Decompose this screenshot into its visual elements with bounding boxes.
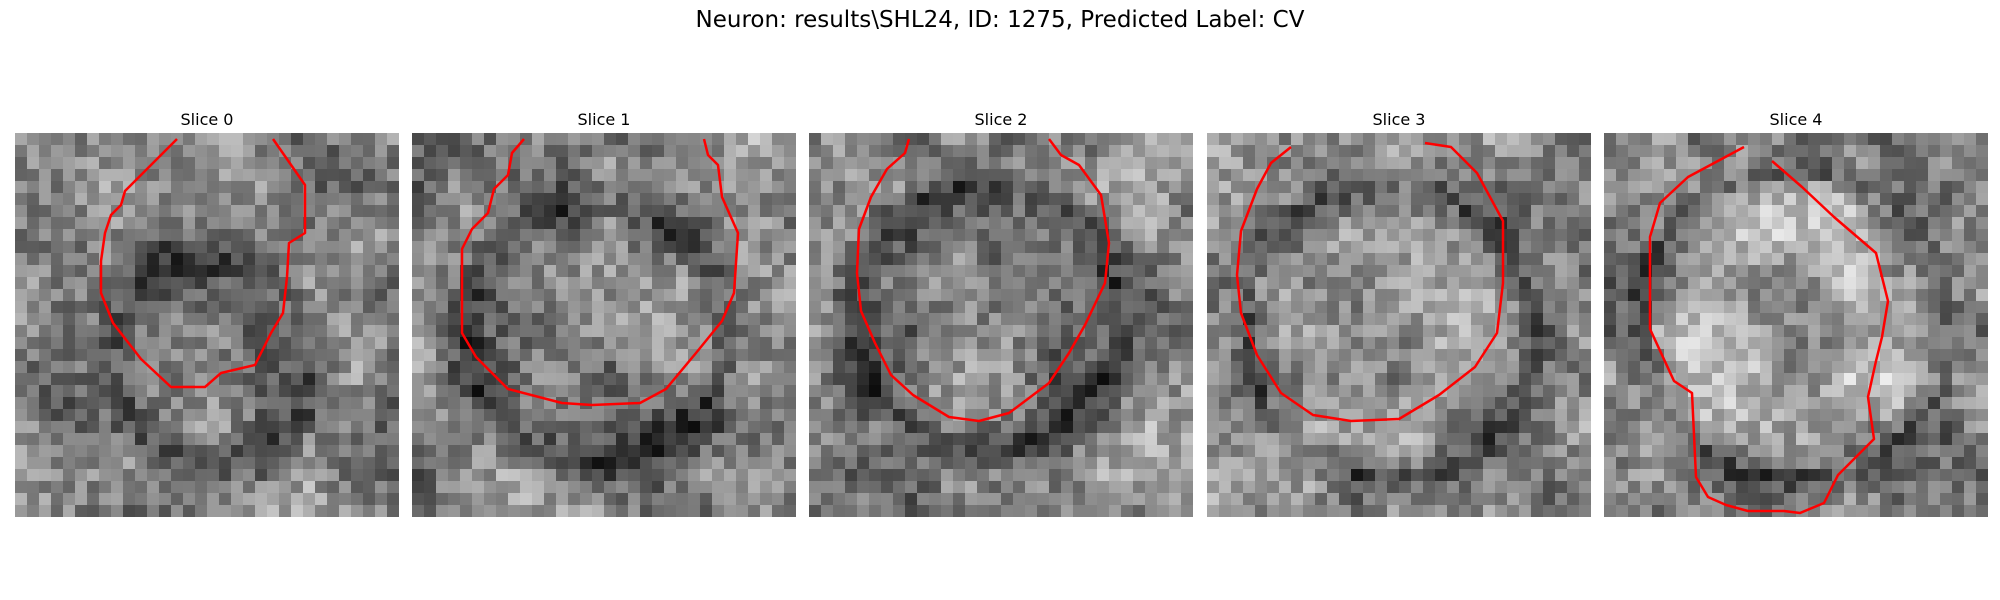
slice-panel-1: Slice 1: [412, 108, 796, 517]
slice-panel-0: Slice 0: [15, 108, 399, 517]
slice-image: [809, 133, 1193, 517]
segmentation-contour: [1235, 141, 1505, 423]
slice-image: [412, 133, 796, 517]
slice-title: Slice 4: [1769, 110, 1823, 129]
segmentation-contour: [460, 138, 740, 407]
slice-panel-3: Slice 3: [1207, 108, 1591, 517]
slice-title: Slice 3: [1372, 110, 1426, 129]
slice-image: [15, 133, 399, 517]
slice-panel-4: Slice 4: [1604, 108, 1988, 517]
slice-panel-2: Slice 2: [809, 108, 1193, 517]
segmentation-contour: [855, 138, 1111, 423]
micrograph-pixels: [1207, 133, 1591, 517]
slice-image: [1207, 133, 1591, 517]
segmentation-contour: [1648, 145, 1890, 515]
slice-title: Slice 1: [577, 110, 631, 129]
slice-title: Slice 0: [180, 110, 234, 129]
segmentation-contour: [99, 138, 307, 389]
micrograph-pixels: [809, 133, 1193, 517]
slice-image: [1604, 133, 1988, 517]
micrograph-pixels: [1604, 133, 1988, 517]
micrograph-pixels: [412, 133, 796, 517]
figure-title: Neuron: results\SHL24, ID: 1275, Predict…: [695, 7, 1305, 33]
micrograph-pixels: [15, 133, 399, 517]
slice-title: Slice 2: [974, 110, 1028, 129]
